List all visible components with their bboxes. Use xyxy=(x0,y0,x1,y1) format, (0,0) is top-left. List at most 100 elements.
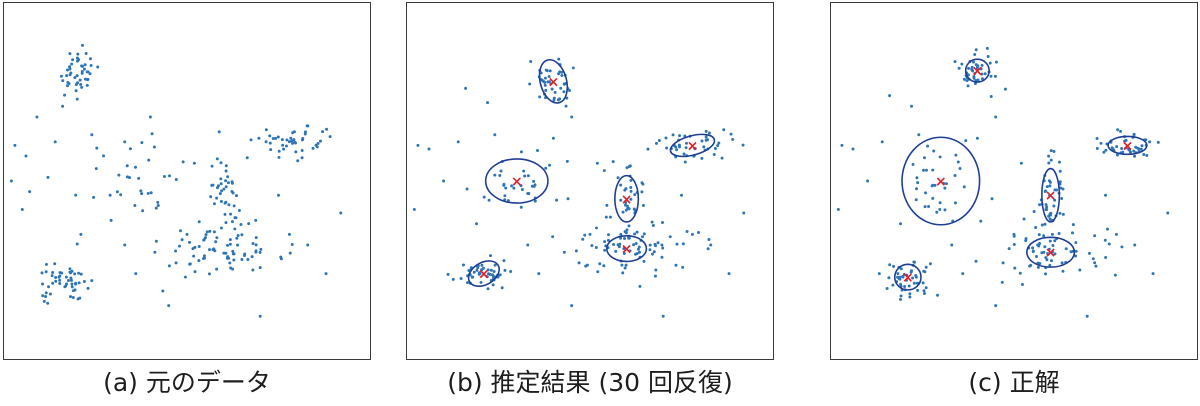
data-point xyxy=(1070,231,1074,235)
cluster-ellipse xyxy=(1107,135,1148,156)
data-point xyxy=(231,252,235,256)
data-point xyxy=(314,143,318,147)
data-point xyxy=(1064,247,1068,251)
data-point xyxy=(181,160,185,164)
data-point xyxy=(258,266,262,270)
data-point xyxy=(677,143,681,147)
data-point xyxy=(555,198,559,202)
data-point xyxy=(290,139,294,143)
data-point xyxy=(125,164,129,168)
data-point xyxy=(1053,252,1057,256)
data-point xyxy=(551,235,555,239)
cluster-ellipse xyxy=(484,158,549,204)
data-point xyxy=(681,242,685,246)
data-point xyxy=(653,274,657,278)
data-point xyxy=(500,286,504,290)
data-point xyxy=(641,203,645,207)
data-point xyxy=(519,205,523,209)
data-point xyxy=(935,210,939,214)
data-point xyxy=(83,63,87,67)
data-point xyxy=(632,243,636,247)
cluster-center-marker: × xyxy=(511,174,523,190)
data-point xyxy=(264,128,268,132)
data-point xyxy=(9,179,13,183)
data-point xyxy=(943,208,947,212)
data-point xyxy=(520,187,524,191)
data-point xyxy=(219,177,223,181)
data-point xyxy=(707,131,711,135)
data-point xyxy=(1019,161,1023,165)
data-point xyxy=(461,263,465,267)
data-point xyxy=(909,270,913,274)
data-point xyxy=(54,279,58,283)
data-point xyxy=(472,270,476,274)
data-point xyxy=(174,178,178,181)
data-point xyxy=(706,138,710,142)
data-point xyxy=(887,276,891,280)
data-point xyxy=(966,84,970,88)
data-point xyxy=(133,165,137,169)
data-point xyxy=(117,173,121,177)
data-point xyxy=(246,257,250,261)
data-point xyxy=(224,221,228,225)
data-point xyxy=(974,48,978,52)
data-point xyxy=(697,231,700,235)
data-point xyxy=(1107,242,1111,246)
data-point xyxy=(607,233,610,237)
data-point xyxy=(242,253,246,257)
data-point xyxy=(292,138,296,142)
data-point xyxy=(1137,147,1141,151)
data-point xyxy=(923,191,927,195)
data-point xyxy=(493,133,497,137)
data-point xyxy=(71,295,75,299)
data-point xyxy=(972,74,976,78)
data-point xyxy=(61,104,65,108)
data-point xyxy=(78,78,82,82)
data-point xyxy=(1119,129,1123,133)
data-point xyxy=(681,265,685,269)
data-point xyxy=(212,247,216,251)
data-point xyxy=(412,207,416,211)
data-point xyxy=(899,294,903,298)
data-point xyxy=(540,78,544,82)
data-point xyxy=(156,200,160,204)
data-point xyxy=(504,186,508,190)
data-point xyxy=(962,185,966,189)
cluster-ellipse xyxy=(901,136,981,226)
data-point xyxy=(532,179,536,183)
cluster-ellipse xyxy=(538,58,569,104)
data-point xyxy=(1132,133,1136,137)
data-point xyxy=(230,220,234,224)
data-point xyxy=(219,161,223,165)
data-point xyxy=(150,132,154,136)
data-point xyxy=(619,236,623,240)
data-point xyxy=(68,52,72,56)
data-point xyxy=(493,263,497,267)
data-point xyxy=(321,130,325,134)
data-point xyxy=(529,59,533,63)
data-point xyxy=(479,280,483,284)
data-point xyxy=(931,168,935,172)
data-point xyxy=(885,287,889,290)
data-point xyxy=(71,58,75,62)
cluster-ellipse xyxy=(1041,167,1061,223)
cluster-center-marker: × xyxy=(972,64,984,80)
data-point xyxy=(205,230,209,234)
data-point xyxy=(543,83,547,87)
data-point xyxy=(1047,154,1051,158)
data-point xyxy=(1045,258,1049,262)
data-point xyxy=(661,246,665,250)
data-point xyxy=(503,268,507,272)
data-point xyxy=(69,278,73,282)
data-point xyxy=(63,93,67,97)
data-point xyxy=(665,146,669,150)
data-point xyxy=(254,249,258,253)
data-point xyxy=(459,276,463,280)
data-point xyxy=(526,174,530,178)
data-point xyxy=(141,209,145,213)
data-point xyxy=(620,263,624,267)
data-point xyxy=(492,274,496,278)
data-point xyxy=(281,143,285,147)
data-point xyxy=(577,261,581,265)
data-point xyxy=(123,140,127,144)
